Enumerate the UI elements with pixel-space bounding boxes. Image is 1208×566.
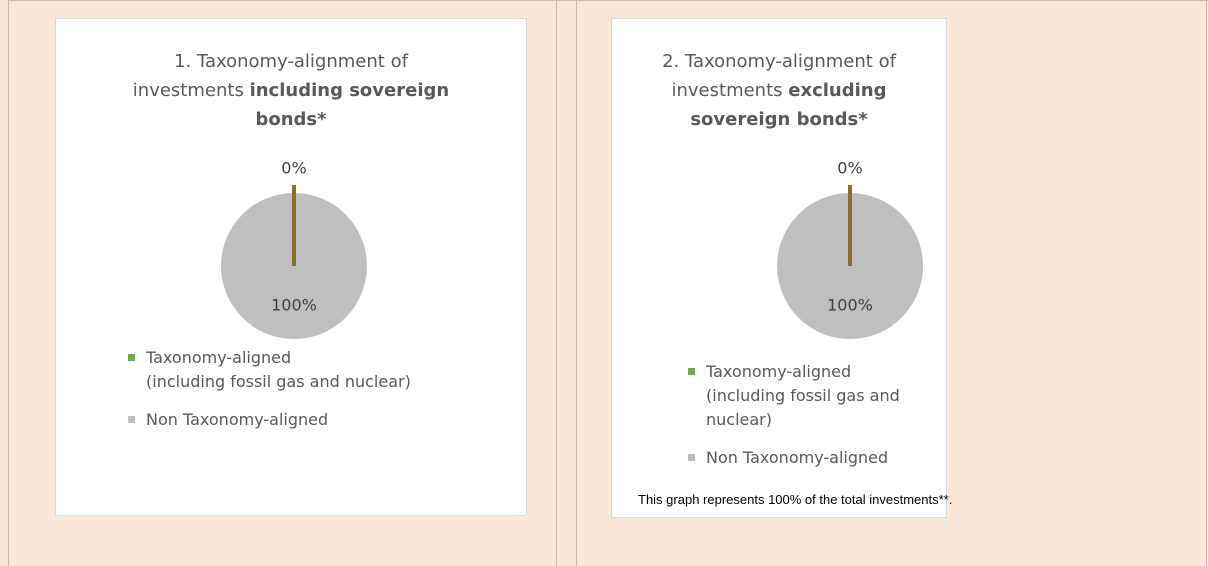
legend-label: Taxonomy-aligned (including fossil gas an… <box>146 348 411 391</box>
footnote: This graph represents 100% of the total … <box>638 492 953 507</box>
cell-border <box>1206 0 1207 566</box>
cell-border <box>8 0 1208 1</box>
title-bold: including sovereign bonds* <box>249 80 450 130</box>
legend-label: Non Taxonomy-aligned <box>706 448 889 467</box>
legend-item: Non Taxonomy-aligned <box>688 446 946 470</box>
data-label: 0% <box>281 159 306 178</box>
legend-swatch <box>128 354 135 361</box>
chart-title: 1. Taxonomy-alignment of investments inc… <box>121 47 461 134</box>
data-label: 0% <box>837 159 862 178</box>
legend-label: Taxonomy-aligned (including fossil gas an… <box>706 362 900 429</box>
legend: Taxonomy-aligned (including fossil gas an… <box>128 346 411 446</box>
legend-swatch <box>688 454 695 461</box>
cell-border <box>8 0 9 566</box>
legend: Taxonomy-aligned (including fossil gas an… <box>688 360 946 484</box>
legend-item: Non Taxonomy-aligned <box>128 408 411 432</box>
cell-border <box>576 0 577 566</box>
title-bold: excluding sovereign bonds* <box>690 80 887 130</box>
pie-chart: 0% 100% <box>221 159 367 339</box>
chart-card: 2. Taxonomy-alignment of investments exc… <box>611 18 952 518</box>
pie-chart: 0% 100% <box>777 159 923 339</box>
legend-label: Non Taxonomy-aligned <box>146 410 329 429</box>
legend-item: Taxonomy-aligned (including fossil gas an… <box>688 360 946 432</box>
title-text: 2. Taxonomy-alignment of investments <box>662 51 896 101</box>
data-label: 100% <box>271 296 317 315</box>
cell-border <box>556 0 557 566</box>
legend-swatch <box>128 416 135 423</box>
chart-title: 2. Taxonomy-alignment of investments exc… <box>629 47 929 134</box>
title-text: 1. Taxonomy-alignment of investments <box>132 51 408 101</box>
data-label: 100% <box>827 296 873 315</box>
chart-card: 1. Taxonomy-alignment of investments inc… <box>55 18 527 516</box>
legend-item: Taxonomy-aligned (including fossil gas an… <box>128 346 411 394</box>
legend-swatch <box>688 368 695 375</box>
